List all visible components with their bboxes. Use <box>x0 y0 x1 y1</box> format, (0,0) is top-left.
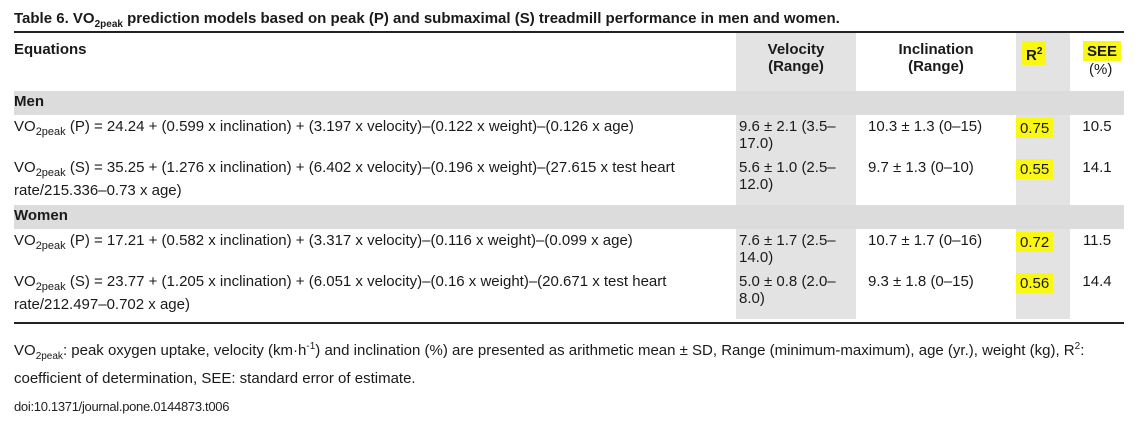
header-inclination-unit: (Range) <box>908 58 964 75</box>
see-cell: 14.1 <box>1082 159 1112 176</box>
footnote-sup: 2 <box>1074 341 1081 352</box>
caption-rest: prediction models based on peak (P) and … <box>122 10 840 27</box>
header-inclination-label: Inclination <box>898 41 974 58</box>
header-r2-sup: 2 <box>1036 46 1043 57</box>
r2-cell: 0.56 <box>1016 270 1070 319</box>
group-label: Men <box>14 91 1124 115</box>
r2-cell: 0.55 <box>1016 156 1070 205</box>
velocity-cell: 5.0 ± 0.8 (2.0–8.0) <box>736 270 856 319</box>
footnote-part: : coefficient of determination, SEE: sta… <box>14 342 1085 387</box>
group-label: Women <box>14 205 1124 229</box>
bottom-rule <box>14 322 1124 324</box>
inclination-cell: 10.3 ± 1.3 (0–15) <box>868 118 983 135</box>
equation-cell: VO2peak (P) = 24.24 + (0.599 x inclinati… <box>14 115 736 156</box>
eq-prefix: VO <box>14 232 36 249</box>
footnote-part: VO <box>14 342 36 359</box>
group-row-women: Women <box>14 205 1124 229</box>
inclination-cell: 9.7 ± 1.3 (0–10) <box>868 159 974 176</box>
equation-cell: VO2peak (S) = 23.77 + (1.205 x inclinati… <box>14 270 736 319</box>
velocity-cell: 5.6 ± 1.0 (2.5–12.0) <box>736 156 856 205</box>
velocity-cell: 9.6 ± 2.1 (3.5–17.0) <box>736 115 856 156</box>
header-velocity-unit: (Range) <box>768 58 824 75</box>
header-velocity: Velocity (Range) <box>736 33 856 91</box>
eq-prefix: VO <box>14 118 36 135</box>
header-r2-highlight: R2 <box>1022 41 1047 65</box>
top-rule <box>14 31 1124 33</box>
footnote-part: : peak oxygen uptake, velocity (km·h <box>62 342 307 359</box>
eq-prefix: VO <box>14 159 36 176</box>
prediction-table: Equations Velocity (Range) Inclination (… <box>14 33 1124 319</box>
header-velocity-label: Velocity <box>767 41 825 58</box>
group-row-men: Men <box>14 91 1124 115</box>
header-see: SEE (%) <box>1070 33 1124 91</box>
doi-link[interactable]: doi:10.1371/journal.pone.0144873.t006 <box>14 399 230 414</box>
table-row: VO2peak (S) = 23.77 + (1.205 x inclinati… <box>14 270 1124 319</box>
eq-prefix: VO <box>14 273 36 290</box>
footnote-part: ) and inclination (%) are presented as a… <box>315 342 1075 359</box>
table-row: VO2peak (S) = 35.25 + (1.276 x inclinati… <box>14 156 1124 205</box>
r2-value: 0.56 <box>1016 273 1054 293</box>
header-equations: Equations <box>14 41 87 58</box>
eq-sub: 2peak <box>35 167 66 179</box>
eq-rest: (P) = 24.24 + (0.599 x inclination) + (3… <box>65 118 634 135</box>
inclination-cell: 9.3 ± 1.8 (0–15) <box>868 273 974 290</box>
r2-value: 0.72 <box>1016 232 1054 252</box>
see-cell: 10.5 <box>1082 118 1112 135</box>
caption-prefix: Table 6. VO <box>14 10 95 27</box>
eq-sub: 2peak <box>35 281 66 293</box>
header-inclination: Inclination (Range) <box>856 33 1016 91</box>
see-cell: 14.4 <box>1082 273 1112 290</box>
eq-rest: (S) = 23.77 + (1.205 x inclination) + (6… <box>14 273 667 313</box>
table-caption: Table 6. VO2peak prediction models based… <box>14 10 840 30</box>
see-cell: 11.5 <box>1082 232 1112 249</box>
table-footnote: VO2peak: peak oxygen uptake, velocity (k… <box>14 336 1124 390</box>
header-r2-label: R <box>1026 47 1037 64</box>
caption-sub: 2peak <box>94 19 123 30</box>
footnote-sup: -1 <box>306 341 316 352</box>
header-see-label: SEE <box>1083 41 1122 61</box>
header-see-unit: (%) <box>1089 61 1113 78</box>
eq-sub: 2peak <box>35 126 66 138</box>
r2-cell: 0.75 <box>1016 115 1070 156</box>
inclination-cell: 10.7 ± 1.7 (0–16) <box>868 232 983 249</box>
footnote-sub: 2peak <box>35 351 63 362</box>
r2-value: 0.75 <box>1016 118 1054 138</box>
eq-rest: (P) = 17.21 + (0.582 x inclination) + (3… <box>65 232 633 249</box>
eq-rest: (S) = 35.25 + (1.276 x inclination) + (6… <box>14 159 675 199</box>
r2-cell: 0.72 <box>1016 229 1070 270</box>
header-r2: R2 <box>1016 33 1070 91</box>
header-row: Equations Velocity (Range) Inclination (… <box>14 33 1124 91</box>
equation-cell: VO2peak (S) = 35.25 + (1.276 x inclinati… <box>14 156 736 205</box>
r2-value: 0.55 <box>1016 159 1054 179</box>
table-row: VO2peak (P) = 17.21 + (0.582 x inclinati… <box>14 229 1124 270</box>
table-row: VO2peak (P) = 24.24 + (0.599 x inclinati… <box>14 115 1124 156</box>
equation-cell: VO2peak (P) = 17.21 + (0.582 x inclinati… <box>14 229 736 270</box>
eq-sub: 2peak <box>35 240 66 252</box>
velocity-cell: 7.6 ± 1.7 (2.5–14.0) <box>736 229 856 270</box>
